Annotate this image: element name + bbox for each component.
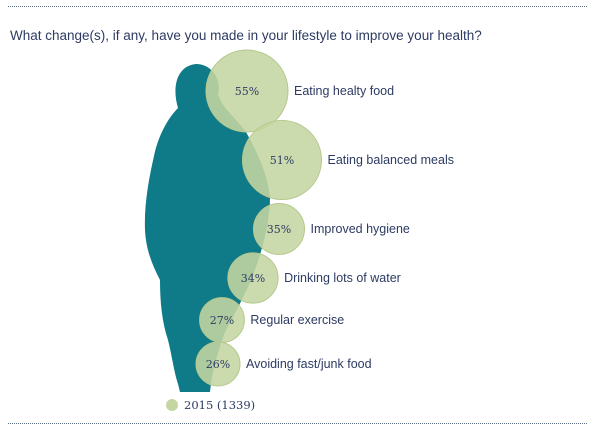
category-label-2: Eating balanced meals — [328, 153, 454, 167]
category-label-5: Regular exercise — [250, 313, 344, 327]
bubble-1 — [205, 49, 289, 133]
bubble-value-label-5: 27% — [210, 314, 234, 327]
bubble-2 — [242, 120, 322, 200]
legend-swatch — [166, 399, 178, 411]
category-label-3: Improved hygiene — [311, 222, 410, 236]
bubble-value-label-4: 34% — [241, 272, 265, 285]
category-label-4: Drinking lots of water — [284, 271, 401, 285]
top-dotted-rule — [8, 6, 587, 7]
person-silhouette — [144, 64, 270, 392]
bubble-value-label-6: 26% — [206, 358, 230, 371]
legend: 2015 (1339) — [166, 398, 255, 412]
bubble-6 — [195, 341, 241, 387]
bubble-3 — [253, 203, 305, 255]
bubble-value-label-2: 51% — [270, 154, 294, 167]
chart-title: What change(s), if any, have you made in… — [10, 28, 482, 43]
bottom-dotted-rule — [8, 423, 587, 424]
category-label-6: Avoiding fast/junk food — [246, 357, 372, 371]
bubble-value-label-1: 55% — [235, 85, 259, 98]
legend-label: 2015 (1339) — [184, 398, 256, 412]
category-label-1: Eating healty food — [294, 84, 394, 98]
bubble-4 — [227, 252, 279, 304]
bubble-value-label-3: 35% — [267, 223, 291, 236]
bubbles-group: 55% Eating healty food 51% Eating balanced … — [195, 49, 454, 387]
